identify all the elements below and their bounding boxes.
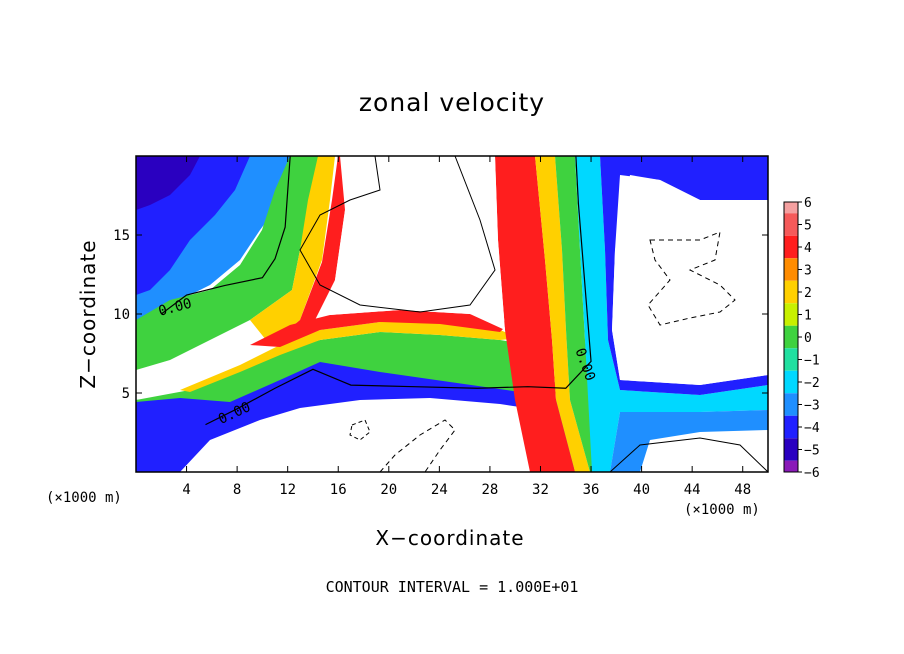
contour-lower-right xyxy=(609,437,768,472)
band-positive-left xyxy=(250,156,335,345)
colorbar-swatch xyxy=(784,438,798,461)
x-tick-label: 12 xyxy=(279,482,296,498)
colorbar-swatch xyxy=(784,202,798,214)
colorbar-label: 3 xyxy=(804,264,812,279)
band-max-left xyxy=(270,156,352,345)
colorbar-label: −3 xyxy=(804,399,820,414)
colorbar-swatch xyxy=(784,213,798,236)
x-tick-label: 32 xyxy=(532,482,549,498)
colorbar-label: −4 xyxy=(804,421,820,436)
x-axis-label: X−coordinate xyxy=(375,526,525,550)
colorbar-label: 5 xyxy=(804,219,812,234)
band-zero-left xyxy=(136,156,320,370)
column-strong-negative xyxy=(600,156,768,395)
y-tick-label: 5 xyxy=(122,386,130,402)
colorbar-swatch xyxy=(784,325,798,349)
column-positive-edge xyxy=(535,156,590,472)
velocity-field xyxy=(136,156,768,472)
colorbar-swatch xyxy=(784,280,798,304)
contour-negative-small-loop xyxy=(349,419,371,441)
colorbar-swatch xyxy=(784,370,798,394)
colorbar-swatch xyxy=(784,348,798,371)
zero-contour-lower xyxy=(205,156,592,426)
y-axis-ticks: 5 10 15 xyxy=(113,228,768,402)
column-positive-central xyxy=(495,156,575,472)
zero-contour-upper xyxy=(160,156,291,315)
colorbar-swatch xyxy=(784,235,798,259)
x-tick-label: 4 xyxy=(182,482,190,498)
colorbar-swatch xyxy=(784,258,798,281)
chart-title: zonal velocity xyxy=(358,88,546,117)
x-unit-label-left: (×1000 m) xyxy=(46,490,122,506)
x-unit-label-right: (×1000 m) xyxy=(684,502,760,518)
region-white-right xyxy=(612,175,768,385)
band-max-middle xyxy=(250,310,510,347)
colorbar-label: −6 xyxy=(804,466,820,481)
colorbar-label: 1 xyxy=(804,309,812,324)
x-tick-label: 36 xyxy=(583,482,600,498)
contour-positive-loop xyxy=(299,156,496,313)
colorbar-swatch xyxy=(784,393,798,416)
x-tick-label: 28 xyxy=(481,482,498,498)
x-tick-label: 16 xyxy=(330,482,347,498)
region-white-center xyxy=(330,156,505,330)
colorbar-label: −5 xyxy=(804,444,820,459)
colorbar-swatch xyxy=(784,460,798,472)
y-tick-label: 15 xyxy=(113,228,130,244)
column-negative xyxy=(575,156,768,472)
column-zero xyxy=(555,156,610,472)
colorbar-label: 4 xyxy=(804,241,812,256)
x-tick-label: 8 xyxy=(233,482,241,498)
contour-negative-loop-low xyxy=(379,419,456,472)
colorbar-label: −2 xyxy=(804,376,820,391)
region-white-lower-right xyxy=(640,430,768,472)
band-zero-middle xyxy=(136,332,560,402)
contour-negative-loop-right xyxy=(647,231,736,326)
x-tick-label: 44 xyxy=(684,482,701,498)
colorbar-label: −1 xyxy=(804,354,820,369)
colorbar-swatch xyxy=(784,415,798,439)
contour-interval-note: CONTOUR INTERVAL = 1.000E+01 xyxy=(325,578,579,596)
x-tick-label: 48 xyxy=(734,482,751,498)
colorbar-label: 0 xyxy=(804,331,812,346)
x-axis-ticks: 4 8 12 16 20 24 28 32 36 40 44 48 xyxy=(182,156,751,498)
colorbar-label: 6 xyxy=(804,196,812,211)
region-min-upper-left xyxy=(136,156,200,210)
y-tick-label: 10 xyxy=(113,307,130,323)
region-white-low xyxy=(180,398,560,472)
colorbar: 6 5 4 3 2 1 0 −1 −2 −3 −4 −5 −6 xyxy=(783,196,820,481)
x-tick-label: 24 xyxy=(431,482,448,498)
colorbar-swatch xyxy=(784,303,798,326)
x-tick-label: 40 xyxy=(633,482,650,498)
x-tick-label: 20 xyxy=(380,482,397,498)
colorbar-label: 2 xyxy=(804,286,812,301)
